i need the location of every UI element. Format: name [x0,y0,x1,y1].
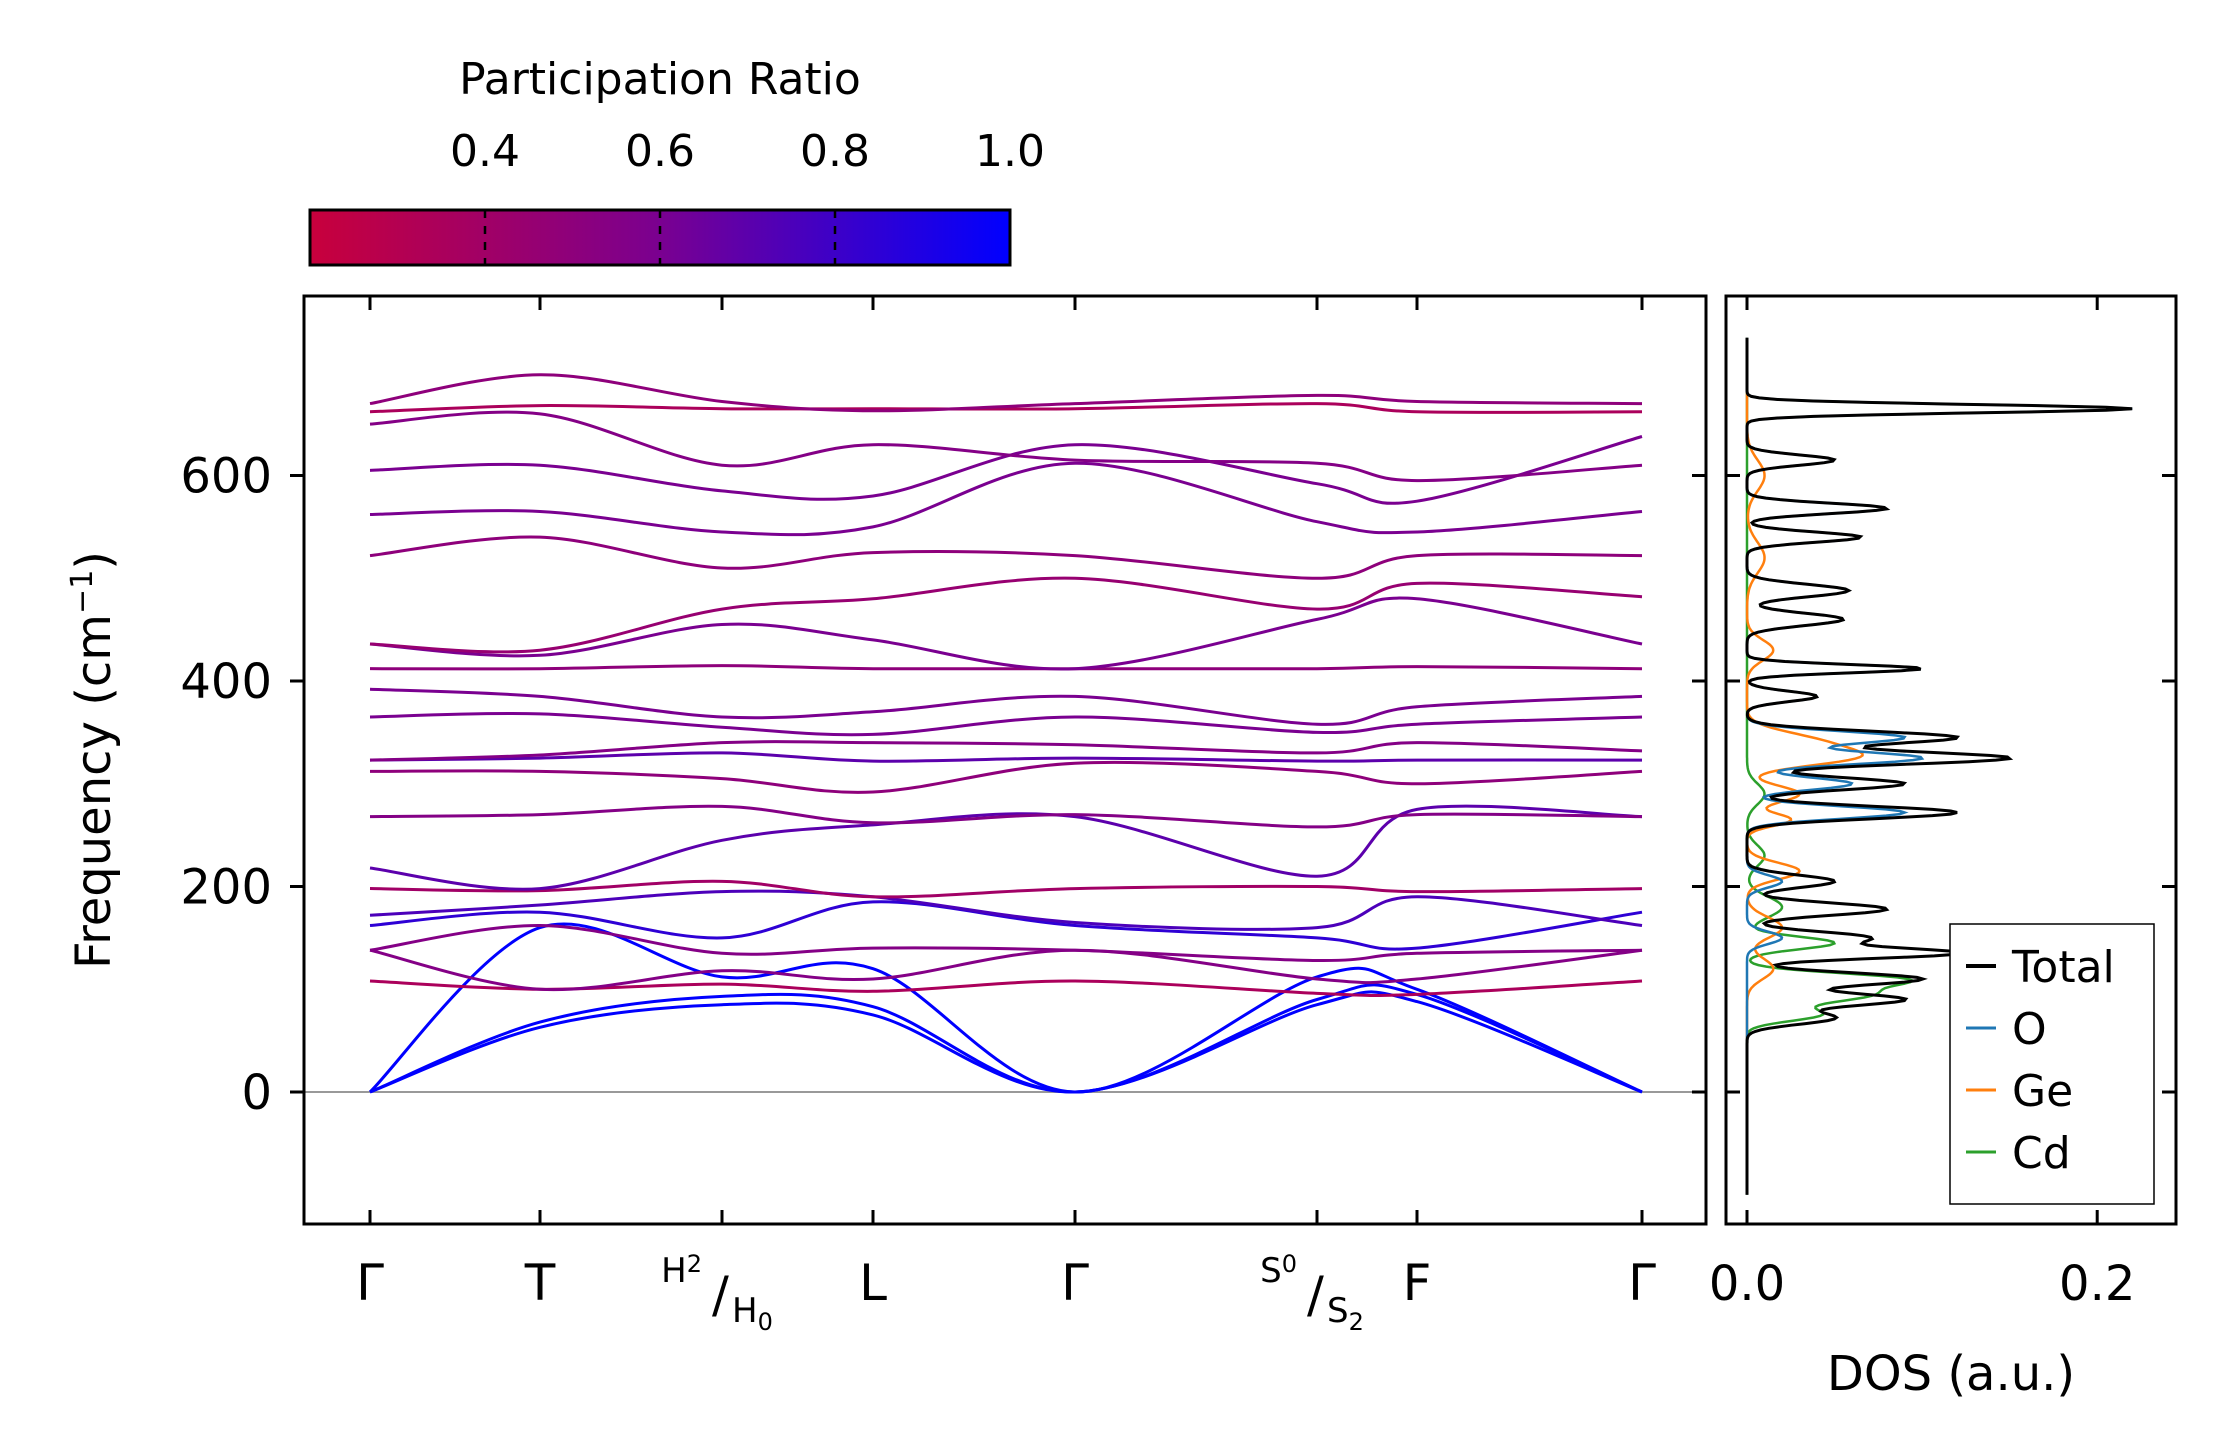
colorbar-tick-label: 1.0 [975,126,1045,177]
dos-lines [1745,337,2133,1195]
y-tick-label: 200 [180,860,272,916]
dos-panel: 0.0 0.2 DOS (a.u.) Total O Ge Cd [1709,294,2178,1402]
kpoint-label: T [524,1254,556,1312]
band-branch [369,373,1643,413]
band-x-ticks: Γ T H2/H0L Γ S0/S2F Γ [356,296,1656,1336]
dos-series-total [1745,337,2133,1195]
kpoint-letter: S [1327,1291,1349,1331]
y-tick-label: 0 [241,1065,272,1121]
band-branch [369,948,1643,992]
kpoint-label: Γ [1061,1254,1089,1312]
y-axis-label-main: Frequency (cm [66,614,122,969]
band-branch [369,576,1643,654]
dos-x-tick-label: 0.2 [2059,1256,2135,1312]
kpoint-label: Γ [356,1254,384,1312]
colorbar-ticks: 0.4 0.6 0.8 1.0 [450,126,1045,265]
dos-x-axis-label: DOS (a.u.) [1827,1346,2075,1402]
dos-ticks: 0.0 0.2 [1709,296,2176,1312]
band-branch [369,461,1643,537]
legend-label: Total [2011,942,2115,993]
band-branch [369,435,1643,505]
y-axis-label-close: ) [66,551,122,570]
colorbar-tick-label: 0.8 [800,126,870,177]
kpoint-label: F [1403,1254,1432,1312]
dos-legend: Total O Ge Cd [1949,923,2155,1205]
kpoint-label-bottom: S2 [1327,1291,1364,1336]
kpoint-letter: H [661,1251,687,1291]
band-branch [369,990,1643,1094]
band-branch [369,804,1643,829]
kpoint-subscript: 0 [1282,1250,1297,1278]
legend-label: Cd [2012,1128,2071,1179]
kpoint-subscript: 2 [687,1250,702,1278]
kpoint-subscript: 2 [1349,1308,1364,1336]
colorbar-tick-label: 0.6 [625,126,695,177]
kpoint-label-bottom: H0 [732,1291,773,1336]
legend-label: O [2012,1004,2047,1055]
kpoint-label: Γ [1628,1254,1656,1312]
y-axis-label-exponent: −1 [65,570,100,614]
kpoint-slash: / [712,1266,729,1324]
band-branch [369,889,1643,931]
kpoint-label-top: S0 [1260,1250,1297,1291]
colorbar-tick-label: 0.4 [450,126,520,177]
kpoint-letter: S [1260,1251,1282,1291]
kpoint-label: L [859,1254,887,1312]
band-branch [369,760,1643,794]
band-y-ticks: 0 200 400 600 [180,449,1706,1121]
kpoint-slash: / [1307,1266,1324,1324]
band-branch [369,804,1643,891]
band-branch [369,879,1643,899]
band-branch [369,923,1643,963]
band-branch [369,535,1643,580]
colorbar: Participation Ratio 0.4 0.6 0.8 1.0 [308,54,1045,267]
y-tick-label: 600 [180,449,272,505]
band-branch [369,596,1643,671]
band-axes-frame [302,294,1708,1226]
band-branch [369,712,1643,737]
band-branch [369,410,1643,483]
dos-x-tick-label: 0.0 [1709,1256,1785,1312]
colorbar-gradient [308,208,1012,267]
band-branch [369,402,1643,414]
band-branch [369,664,1643,671]
band-lines [368,373,1643,1094]
kpoint-letter: H [732,1291,758,1331]
dos-axes-frame [1724,294,2178,1226]
colorbar-title: Participation Ratio [459,54,861,105]
band-branch [369,687,1643,726]
legend-label: Ge [2012,1066,2073,1117]
kpoint-label-top: H2 [661,1250,702,1291]
band-branch [369,740,1643,762]
band-branch [369,983,1643,1094]
kpoint-subscript: 0 [758,1308,773,1336]
band-branch [369,751,1643,763]
y-axis-label: Frequency (cm−1) [65,551,122,969]
legend-frame [1949,923,2155,1205]
y-tick-label: 400 [180,654,272,710]
